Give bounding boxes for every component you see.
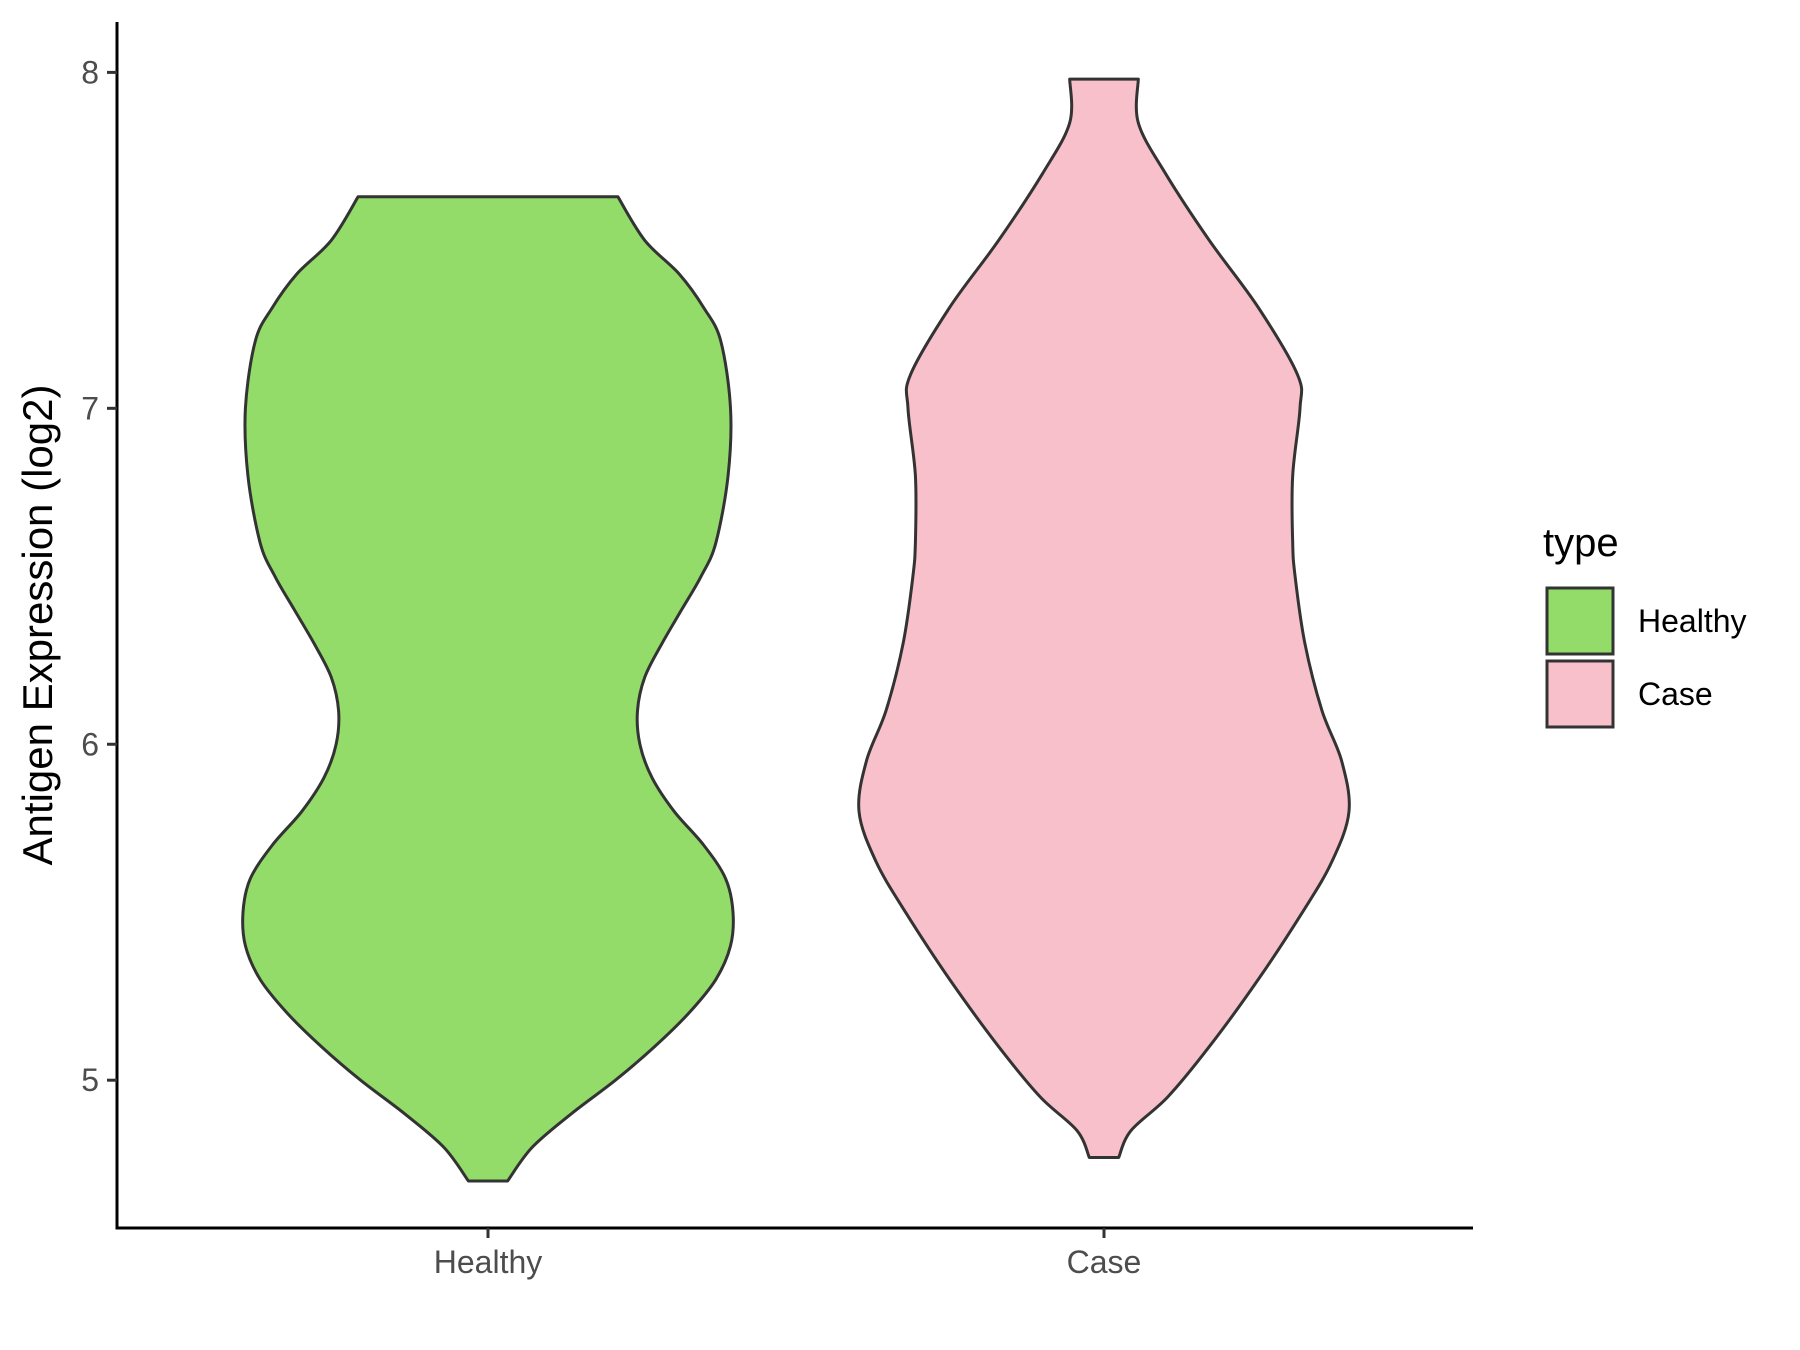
legend: type Healthy Case xyxy=(1543,521,1747,729)
legend-title: type xyxy=(1543,521,1619,565)
y-axis-ticks: 5 6 7 8 xyxy=(81,54,117,1098)
y-tick-label: 6 xyxy=(81,726,99,762)
x-tick-label: Healthy xyxy=(434,1244,543,1280)
y-tick-label: 8 xyxy=(81,54,99,90)
y-tick-label: 7 xyxy=(81,390,99,426)
legend-label-case: Case xyxy=(1638,676,1713,712)
axes-layer xyxy=(115,22,1473,1230)
legend-label-healthy: Healthy xyxy=(1638,603,1747,639)
x-tick-label: Case xyxy=(1067,1244,1142,1280)
violin-case xyxy=(857,77,1351,1159)
violins-layer xyxy=(241,77,1351,1183)
legend-swatch-healthy xyxy=(1545,586,1615,656)
y-axis-title: Antigen Expression (log2) xyxy=(14,385,61,866)
legend-swatch-case xyxy=(1545,659,1615,729)
y-tick-label: 5 xyxy=(81,1062,99,1098)
x-axis-ticks: Healthy Case xyxy=(434,1228,1142,1280)
violin-healthy xyxy=(241,195,735,1183)
